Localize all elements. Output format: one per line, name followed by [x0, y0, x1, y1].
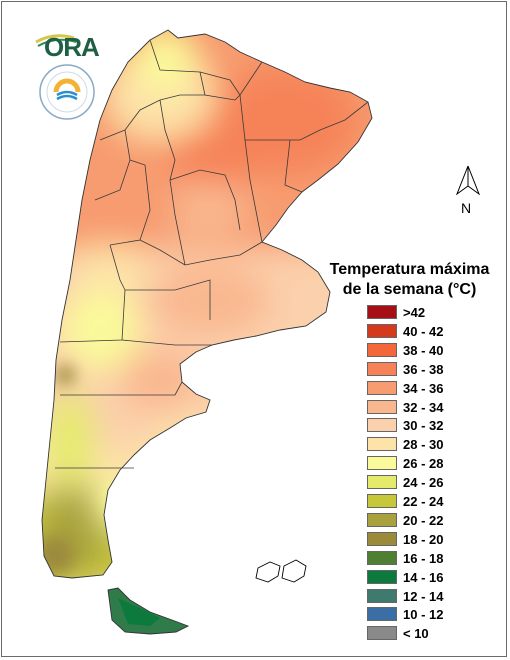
legend-swatch [367, 494, 397, 508]
legend-title-line1: Temperatura máxima [329, 261, 490, 278]
legend-label: 34 - 36 [403, 380, 444, 396]
legend-item: 30 - 32 [367, 417, 507, 434]
legend-swatch [367, 550, 397, 565]
legend-label: 20 - 22 [403, 512, 444, 528]
legend-swatch [367, 569, 397, 584]
tierra-del-fuego [107, 587, 190, 635]
legend-label: 18 - 20 [403, 531, 444, 547]
legend-item: 34 - 36 [367, 380, 507, 397]
legend-swatch [367, 512, 397, 527]
country-outline [41, 29, 373, 579]
legend-item: 26 - 28 [367, 455, 507, 472]
legend-label: 16 - 18 [403, 550, 444, 566]
legend-item: 40 - 42 [367, 323, 507, 340]
north-arrow: N [453, 164, 483, 220]
legend-label: 22 - 24 [403, 494, 444, 509]
legend-title: Temperatura máxima de la semana (°C) [322, 260, 497, 300]
legend-swatch [367, 437, 397, 452]
ora-swoosh-icon [35, 34, 77, 47]
legend-label: 40 - 42 [403, 323, 444, 339]
north-label: N [461, 200, 472, 216]
legend-swatch [367, 475, 397, 490]
legend-item: 22 - 24 [367, 493, 507, 510]
legend-label: 38 - 40 [403, 342, 444, 358]
legend-swatch [367, 588, 397, 603]
legend-label: < 10 [403, 626, 429, 642]
legend-item: 12 - 14 [367, 588, 507, 605]
legend-swatch [367, 531, 397, 546]
legend-item: 18 - 20 [367, 531, 507, 548]
legend-item: 14 - 16 [367, 569, 507, 586]
legend-label: 28 - 30 [403, 437, 444, 453]
legend-swatch [367, 380, 397, 395]
legend-label: 12 - 14 [403, 588, 444, 604]
legend-item: 24 - 26 [367, 474, 507, 491]
legend-label: 14 - 16 [403, 569, 444, 585]
legend-swatch [367, 305, 397, 319]
legend-item: 16 - 18 [367, 550, 507, 567]
north-arrow-icon [455, 165, 481, 196]
legend-swatch [367, 456, 397, 471]
ora-logo-text: ORA [44, 32, 100, 62]
legend-item: 32 - 34 [367, 399, 507, 416]
legend-label: >42 [403, 305, 426, 320]
tierra-del-fuego-cold-zone [118, 598, 160, 626]
legend-item: 36 - 38 [367, 361, 507, 378]
legend-swatch [367, 342, 397, 357]
legend-item: 20 - 22 [367, 512, 507, 529]
province-boundaries [55, 39, 369, 469]
legend-label: 36 - 38 [403, 361, 444, 377]
smn-seal-icon [39, 64, 95, 120]
legend-item: >42 [367, 304, 507, 321]
legend-title-line2: de la semana (°C) [342, 281, 477, 298]
legend-swatch [367, 626, 397, 641]
legend-item: 10 - 12 [367, 606, 507, 623]
ora-logo: ORA [34, 30, 104, 62]
legend-item: 28 - 30 [367, 436, 507, 453]
legend-swatch [367, 418, 397, 433]
legend-label: 10 - 12 [403, 607, 444, 623]
legend-swatch [367, 361, 397, 376]
legend-item: < 10 [367, 625, 507, 642]
legend-swatch [367, 607, 397, 622]
legend-item: 38 - 40 [367, 342, 507, 359]
legend-label: 32 - 34 [403, 399, 444, 415]
smn-logo [38, 63, 96, 121]
legend-label: 26 - 28 [403, 456, 444, 472]
legend-swatch [367, 399, 397, 414]
legend-label: 30 - 32 [403, 418, 444, 434]
legend-swatch [367, 323, 397, 338]
legend: Temperatura máxima de la semana (°C) >42… [322, 260, 497, 641]
legend-label: 24 - 26 [403, 475, 444, 491]
malvinas-islands [255, 559, 307, 583]
